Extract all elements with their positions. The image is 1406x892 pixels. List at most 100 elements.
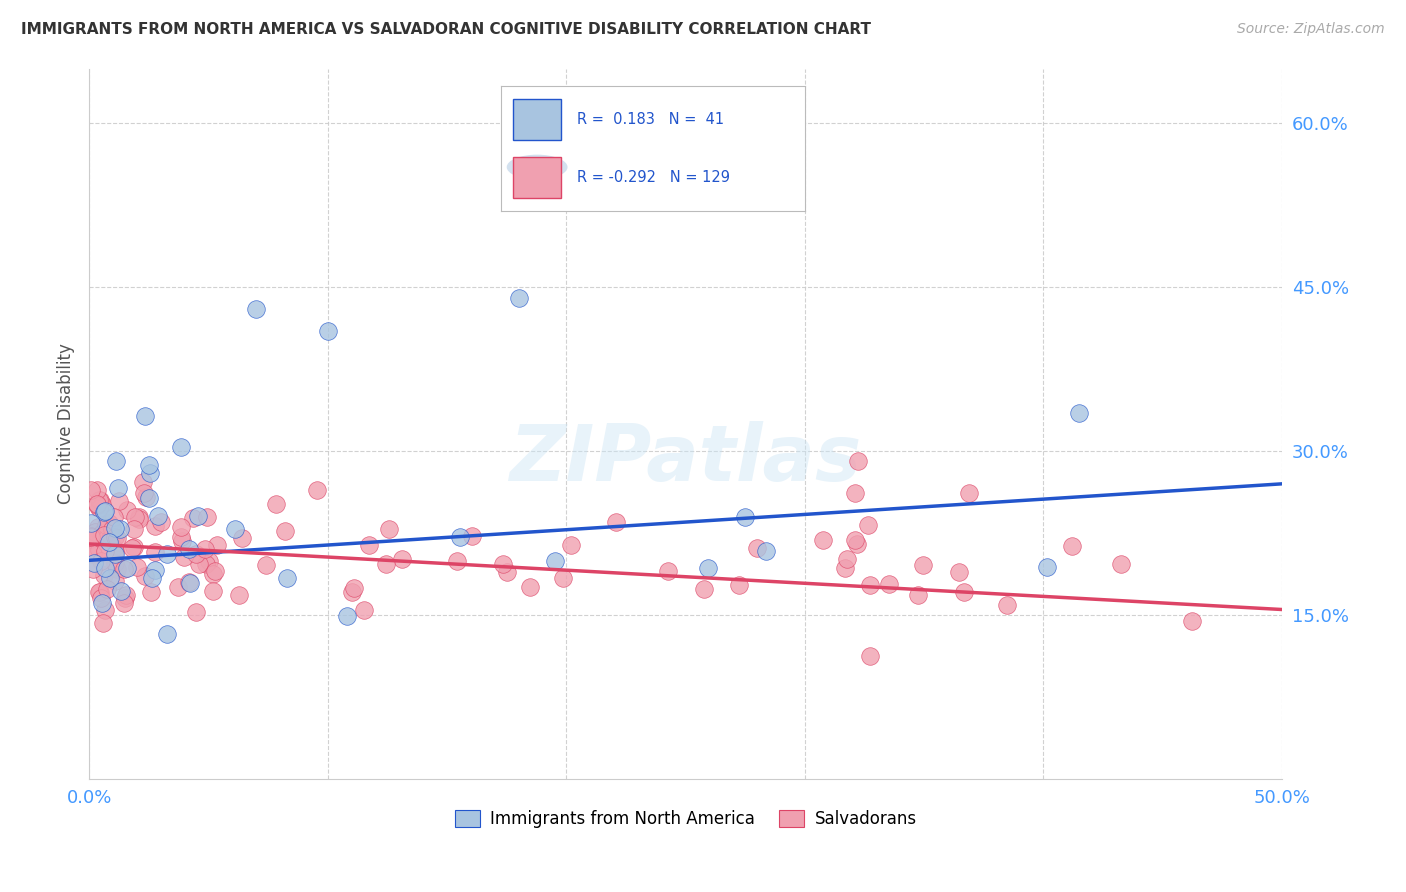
Point — [115, 502, 138, 516]
Point — [103, 510, 125, 524]
Point — [179, 541, 201, 556]
Point — [149, 515, 172, 529]
Point — [204, 564, 226, 578]
Point — [143, 545, 166, 559]
Point — [91, 526, 114, 541]
Point — [543, 553, 565, 567]
Point — [134, 569, 156, 583]
Point — [995, 599, 1018, 613]
Point — [657, 564, 679, 578]
Point — [170, 440, 193, 454]
Point — [844, 486, 866, 500]
Point — [188, 557, 211, 571]
Y-axis label: Cognitive Disability: Cognitive Disability — [58, 343, 75, 504]
Point — [957, 486, 980, 500]
Point — [94, 561, 117, 575]
Point — [112, 596, 135, 610]
Point — [228, 588, 250, 602]
Point — [96, 531, 118, 545]
Point — [89, 585, 111, 599]
Point — [93, 505, 115, 519]
Point — [93, 543, 115, 558]
Point — [1036, 560, 1059, 574]
Point — [195, 558, 218, 572]
Point — [1111, 557, 1133, 571]
Point — [104, 547, 127, 561]
Point — [135, 491, 157, 505]
Point — [859, 578, 882, 592]
Point — [353, 603, 375, 617]
Point — [121, 541, 143, 556]
Point — [856, 517, 879, 532]
Point — [80, 516, 103, 530]
Point — [127, 560, 149, 574]
Point — [492, 557, 515, 571]
Point — [93, 527, 115, 541]
Point — [128, 512, 150, 526]
Point — [835, 552, 858, 566]
Point — [276, 571, 298, 585]
Point — [132, 486, 155, 500]
Point — [179, 574, 201, 589]
Point — [103, 541, 125, 555]
Point — [101, 522, 124, 536]
Point — [224, 522, 246, 536]
Point — [167, 580, 190, 594]
Legend: Immigrants from North America, Salvadorans: Immigrants from North America, Salvadora… — [449, 803, 924, 835]
Point — [173, 549, 195, 564]
Point — [96, 518, 118, 533]
Point — [96, 582, 118, 596]
Point — [184, 547, 207, 561]
Point — [134, 409, 156, 424]
Point — [112, 562, 135, 576]
Point — [104, 574, 127, 589]
Point — [187, 508, 209, 523]
Point — [391, 552, 413, 566]
Point — [122, 541, 145, 555]
Point — [87, 542, 110, 557]
Point — [170, 520, 193, 534]
Point — [844, 533, 866, 547]
Point — [94, 602, 117, 616]
Point — [948, 566, 970, 580]
Point — [86, 483, 108, 497]
Point — [141, 570, 163, 584]
Point — [115, 561, 138, 575]
Point — [107, 482, 129, 496]
Text: IMMIGRANTS FROM NORTH AMERICA VS SALVADORAN COGNITIVE DISABILITY CORRELATION CHA: IMMIGRANTS FROM NORTH AMERICA VS SALVADO… — [21, 22, 872, 37]
Point — [82, 562, 104, 576]
Point — [138, 491, 160, 506]
Point — [124, 509, 146, 524]
Point — [80, 529, 103, 543]
Point — [86, 498, 108, 512]
Point — [696, 561, 718, 575]
Point — [100, 522, 122, 536]
Point — [205, 538, 228, 552]
Point — [605, 515, 627, 529]
Point — [264, 497, 287, 511]
Point — [90, 554, 112, 568]
Point — [879, 576, 901, 591]
Point — [179, 576, 201, 591]
Point — [231, 532, 253, 546]
Point — [336, 608, 359, 623]
Point — [87, 493, 110, 508]
Point — [340, 585, 363, 599]
Point — [907, 588, 929, 602]
Point — [100, 519, 122, 533]
Point — [184, 605, 207, 619]
Point — [139, 466, 162, 480]
Point — [745, 541, 768, 556]
Point — [693, 582, 716, 597]
Point — [132, 475, 155, 490]
Point — [1060, 539, 1083, 553]
Point — [138, 458, 160, 473]
Point — [90, 591, 112, 605]
Point — [254, 558, 277, 572]
Point — [105, 531, 128, 545]
Point — [446, 554, 468, 568]
Point — [181, 511, 204, 525]
Point — [195, 510, 218, 524]
Point — [100, 529, 122, 543]
Point — [143, 519, 166, 533]
